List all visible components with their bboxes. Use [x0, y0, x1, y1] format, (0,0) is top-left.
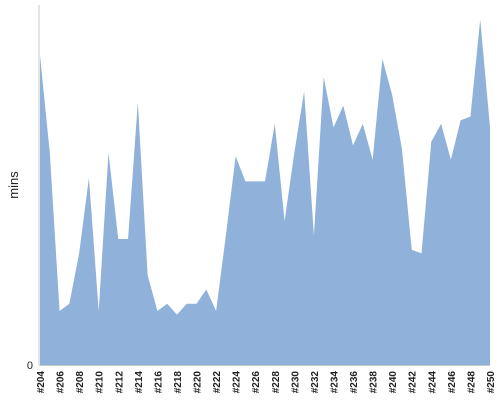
x-tick-label: #244: [427, 371, 438, 394]
x-tick-label: #246: [447, 371, 458, 394]
x-tick-label: #224: [232, 371, 243, 394]
x-tick-label: #238: [369, 371, 380, 394]
x-tick-label: #234: [329, 371, 340, 394]
x-tick-label: #208: [75, 371, 86, 394]
y-axis-title: mins: [6, 171, 21, 199]
x-tick-label: #206: [56, 371, 67, 394]
x-tick-label: #232: [310, 371, 321, 394]
x-tick-label: #240: [388, 371, 399, 394]
y-tick-label: 0: [27, 360, 33, 372]
x-tick-label: #212: [114, 371, 125, 394]
x-tick-label: #218: [173, 371, 184, 394]
x-tick-label: #204: [36, 371, 47, 394]
x-tick-label: #226: [251, 371, 262, 394]
x-tick-label: #248: [466, 371, 477, 394]
x-tick-label: #236: [349, 371, 360, 394]
x-tick-label: #220: [193, 371, 204, 394]
x-axis-ticks: #204 #206 #208 #210 #212 #214 #216 #218 #220 #222…: [36, 371, 497, 394]
x-tick-label: #216: [153, 371, 164, 394]
x-tick-label: #250: [486, 371, 497, 394]
x-tick-label: #210: [95, 371, 106, 394]
area-layer: [40, 19, 490, 366]
area-series: [40, 19, 490, 366]
x-tick-label: #222: [212, 371, 223, 394]
x-tick-label: #242: [408, 371, 419, 394]
x-tick-label: #214: [134, 371, 145, 394]
x-tick-label: #230: [290, 371, 301, 394]
x-tick-label: #228: [271, 371, 282, 394]
axis-layer: [38, 5, 490, 366]
y-axis-ticks: 0: [27, 360, 33, 372]
